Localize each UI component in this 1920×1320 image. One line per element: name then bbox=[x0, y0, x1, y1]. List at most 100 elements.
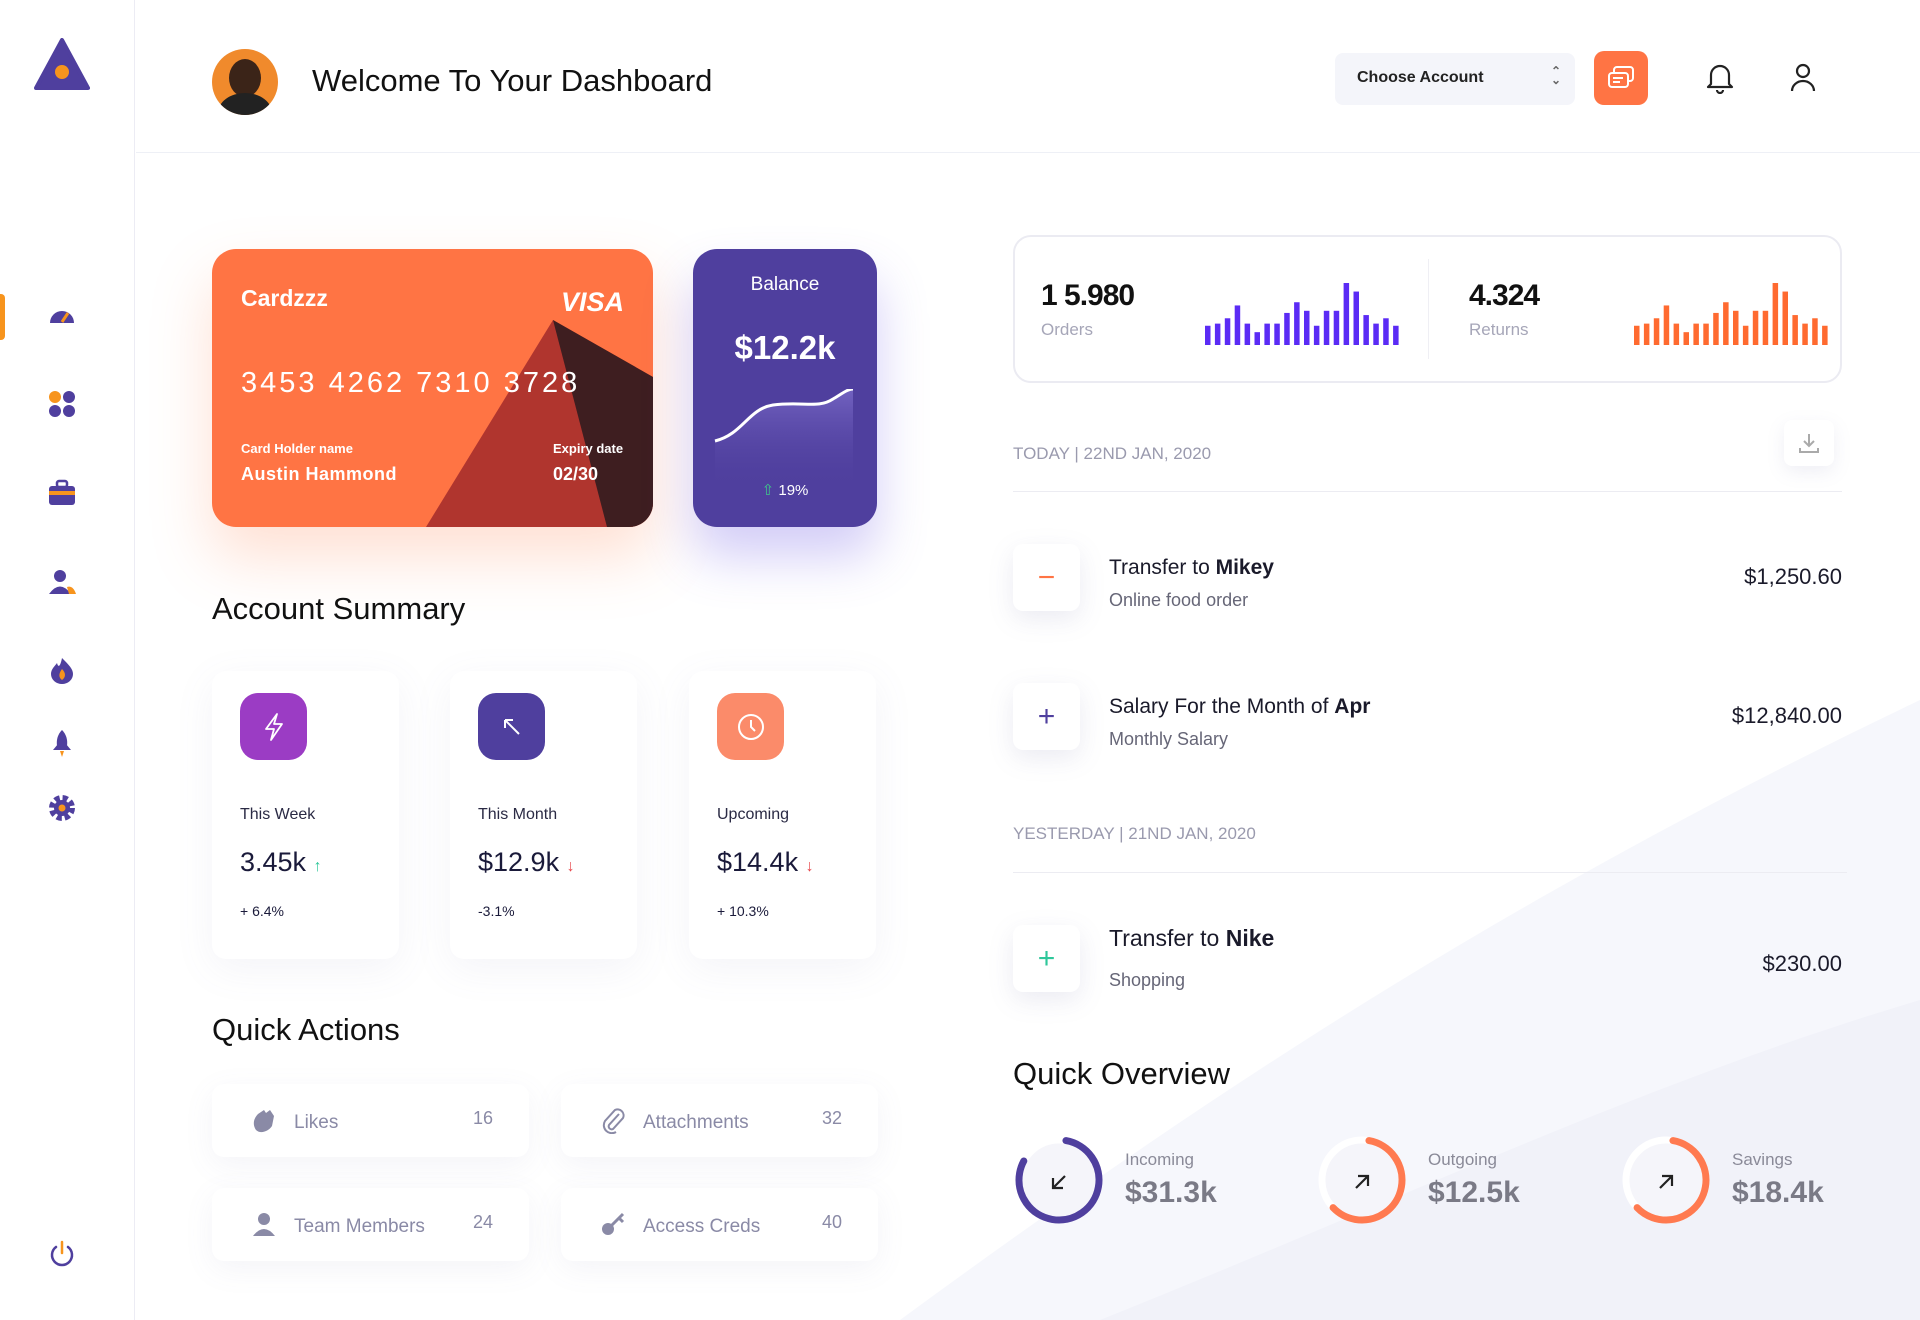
clock-icon bbox=[737, 713, 764, 740]
chat-icon bbox=[1608, 66, 1634, 88]
sidebar-item-apps[interactable] bbox=[44, 386, 80, 422]
transaction-title: Transfer to bbox=[1109, 925, 1226, 951]
transaction-subtitle: Monthly Salary bbox=[1109, 729, 1229, 749]
account-summary-title: Account Summary bbox=[212, 591, 466, 626]
overview-incoming[interactable]: Incoming $31.3k bbox=[1013, 1130, 1313, 1230]
transaction-target: Apr bbox=[1334, 695, 1371, 718]
bar bbox=[1373, 323, 1379, 345]
bar bbox=[1742, 325, 1749, 345]
summary-icon-badge bbox=[717, 693, 784, 760]
avatar[interactable] bbox=[212, 49, 278, 115]
summary-label: This Month bbox=[478, 806, 558, 823]
sidebar-item-users[interactable] bbox=[44, 564, 80, 600]
bar bbox=[1214, 323, 1221, 345]
yesterday-date-label: YESTERDAY | 21ND JAN, 2020 bbox=[1013, 824, 1256, 843]
bar bbox=[1634, 325, 1640, 345]
download-button[interactable] bbox=[1784, 420, 1834, 466]
bar bbox=[1205, 325, 1211, 345]
summary-value: 3.45k bbox=[240, 847, 307, 877]
expiry-date: 02/30 bbox=[553, 464, 599, 484]
transaction-row[interactable]: − Transfer to Mikey Online food order $1… bbox=[1013, 544, 1842, 614]
user-icon[interactable] bbox=[1788, 62, 1818, 94]
transaction-amount: $230.00 bbox=[1762, 951, 1842, 976]
quick-action-count: 16 bbox=[472, 1108, 493, 1128]
quick-action-label: Likes bbox=[294, 1112, 339, 1133]
bar bbox=[1353, 291, 1359, 345]
sidebar-item-launch[interactable] bbox=[44, 725, 80, 761]
clap-icon bbox=[253, 1110, 274, 1133]
minus-icon: − bbox=[1013, 544, 1080, 611]
sidebar-item-settings[interactable] bbox=[44, 790, 80, 826]
user-icon bbox=[253, 1213, 275, 1236]
bar bbox=[1254, 332, 1260, 345]
quick-action-likes[interactable]: Likes 16 bbox=[212, 1084, 529, 1157]
messages-button[interactable] bbox=[1594, 51, 1648, 105]
expiry-label: Expiry date bbox=[553, 441, 624, 456]
sidebar-item-trending[interactable] bbox=[44, 652, 80, 688]
balance-sparkline bbox=[714, 389, 854, 489]
summary-icon-badge bbox=[240, 693, 307, 760]
bar bbox=[1274, 323, 1280, 345]
bar bbox=[1663, 305, 1670, 345]
card-number: 3453 4262 7310 3728 bbox=[241, 367, 581, 399]
quick-action-access-creds[interactable]: Access Creds 40 bbox=[561, 1188, 878, 1261]
bar bbox=[1683, 332, 1689, 345]
quick-action-attachments[interactable]: Attachments 32 bbox=[561, 1084, 878, 1157]
summary-card[interactable]: This Week 3.45k ↑ + 6.4% bbox=[212, 671, 399, 959]
bar bbox=[1693, 323, 1699, 345]
summary-card[interactable]: Upcoming $14.4k ↓ + 10.3% bbox=[689, 671, 876, 959]
chevron-updown-icon: ⌃ ⌄ bbox=[1550, 64, 1561, 87]
progress-ring bbox=[1318, 1136, 1406, 1224]
card-name: Cardzzz bbox=[241, 285, 328, 311]
credit-card[interactable]: Cardzzz VISA 3453 4262 7310 3728 Card Ho… bbox=[212, 249, 653, 527]
transaction-target: Mikey bbox=[1215, 556, 1274, 579]
bar bbox=[1812, 318, 1818, 345]
quick-action-team-members[interactable]: Team Members 24 bbox=[212, 1188, 529, 1261]
bar bbox=[1703, 323, 1709, 345]
bar bbox=[1792, 315, 1798, 345]
orders-value: 1 5.980 bbox=[1041, 279, 1135, 312]
overview-value: $18.4k bbox=[1732, 1176, 1824, 1209]
summary-change: + 10.3% bbox=[717, 903, 769, 919]
account-select[interactable]: Choose Account ⌃ ⌄ bbox=[1335, 53, 1575, 105]
logout-button[interactable] bbox=[44, 1236, 80, 1272]
returns-value: 4.324 bbox=[1469, 279, 1540, 312]
up-arrow-icon: ⇧ bbox=[761, 482, 775, 499]
summary-card[interactable]: This Month $12.9k ↓ -3.1% bbox=[450, 671, 637, 959]
quick-action-label: Team Members bbox=[294, 1216, 425, 1237]
sidebar-item-dashboard[interactable] bbox=[44, 298, 80, 334]
bar bbox=[1822, 325, 1828, 345]
sidebar-item-work[interactable] bbox=[44, 475, 80, 511]
arrow-up-icon: ↑ bbox=[313, 858, 322, 875]
divider bbox=[1013, 491, 1842, 492]
overview-label: Savings bbox=[1732, 1150, 1793, 1169]
today-date-label: TODAY | 22ND JAN, 2020 bbox=[1013, 444, 1212, 463]
stats-divider bbox=[1428, 259, 1429, 359]
balance-change: 19% bbox=[778, 482, 809, 499]
card-holder-label: Card Holder name bbox=[241, 441, 353, 456]
sidebar bbox=[0, 0, 135, 1320]
quick-action-label: Attachments bbox=[643, 1112, 749, 1133]
bell-icon[interactable] bbox=[1705, 62, 1735, 94]
card-pattern bbox=[426, 320, 653, 527]
summary-change: -3.1% bbox=[478, 903, 515, 919]
quick-action-label: Access Creds bbox=[643, 1216, 761, 1237]
balance-card[interactable]: Balance $12.2k ⇧ 19% bbox=[693, 249, 877, 527]
transaction-target: Nike bbox=[1225, 925, 1275, 951]
orders-bar-chart bbox=[1205, 283, 1399, 345]
overview-outgoing[interactable]: Outgoing $12.5k bbox=[1316, 1130, 1616, 1230]
account-select-label: Choose Account bbox=[1357, 69, 1484, 86]
overview-savings[interactable]: Savings $18.4k bbox=[1620, 1130, 1920, 1230]
bar bbox=[1723, 302, 1729, 345]
bar bbox=[1733, 310, 1739, 345]
transaction-subtitle: Online food order bbox=[1109, 590, 1249, 610]
gear-icon bbox=[49, 795, 75, 821]
transaction-row[interactable]: + Transfer to Nike Shopping $230.00 bbox=[1013, 925, 1842, 995]
briefcase-icon bbox=[49, 479, 75, 505]
bar bbox=[1393, 325, 1399, 345]
transaction-row[interactable]: + Salary For the Month of Apr Monthly Sa… bbox=[1013, 683, 1842, 753]
summary-change: + 6.4% bbox=[240, 903, 284, 919]
summary-label: Upcoming bbox=[717, 806, 790, 823]
lightning-icon bbox=[264, 712, 283, 741]
page-title: Welcome To Your Dashboard bbox=[312, 63, 713, 98]
